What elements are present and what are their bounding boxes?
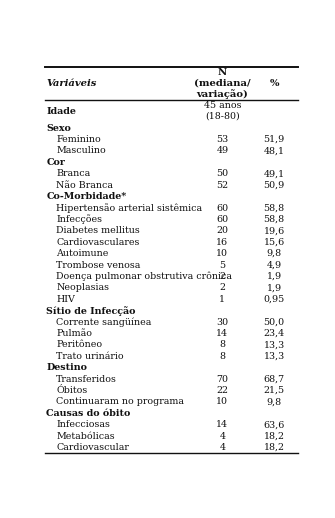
Text: 63,6: 63,6 xyxy=(264,420,285,429)
Text: 13,3: 13,3 xyxy=(264,352,285,361)
Text: Idade: Idade xyxy=(46,107,76,116)
Text: Cor: Cor xyxy=(46,158,65,167)
Text: 2: 2 xyxy=(219,272,225,281)
Text: 58,8: 58,8 xyxy=(264,215,285,224)
Text: 1: 1 xyxy=(219,295,225,304)
Text: 5: 5 xyxy=(219,261,225,269)
Text: 22: 22 xyxy=(216,386,228,395)
Text: Cardiovascular: Cardiovascular xyxy=(56,443,129,452)
Text: 16: 16 xyxy=(216,238,228,247)
Text: 18,2: 18,2 xyxy=(264,443,285,452)
Text: 4: 4 xyxy=(219,443,225,452)
Text: 15,6: 15,6 xyxy=(264,238,285,247)
Text: 14: 14 xyxy=(216,420,228,429)
Text: 58,8: 58,8 xyxy=(264,204,285,212)
Text: Cardiovasculares: Cardiovasculares xyxy=(56,238,140,247)
Text: 8: 8 xyxy=(219,352,225,361)
Text: 49,1: 49,1 xyxy=(264,169,285,178)
Text: 52: 52 xyxy=(216,181,228,190)
Text: Trombose venosa: Trombose venosa xyxy=(56,261,140,269)
Text: Óbitos: Óbitos xyxy=(56,386,87,395)
Text: Sítio de Infecção: Sítio de Infecção xyxy=(46,306,136,315)
Text: 0,95: 0,95 xyxy=(264,295,285,304)
Text: Hipertensão arterial sistêmica: Hipertensão arterial sistêmica xyxy=(56,203,202,213)
Text: 14: 14 xyxy=(216,329,228,338)
Text: 30: 30 xyxy=(216,318,228,326)
Text: 50,0: 50,0 xyxy=(264,318,285,326)
Text: 1,9: 1,9 xyxy=(267,272,282,281)
Text: 48,1: 48,1 xyxy=(264,147,285,155)
Text: 1,9: 1,9 xyxy=(267,283,282,292)
Text: Infecciosas: Infecciosas xyxy=(56,420,110,429)
Text: 10: 10 xyxy=(216,249,228,258)
Text: 50: 50 xyxy=(216,169,228,178)
Text: Sexo: Sexo xyxy=(46,124,71,133)
Text: 23,4: 23,4 xyxy=(264,329,285,338)
Text: Doença pulmonar obstrutiva crônica: Doença pulmonar obstrutiva crônica xyxy=(56,272,232,281)
Text: 60: 60 xyxy=(216,204,228,212)
Text: 70: 70 xyxy=(216,375,228,384)
Text: N
(mediana/
variação): N (mediana/ variação) xyxy=(194,68,251,99)
Text: 19,6: 19,6 xyxy=(264,226,285,235)
Text: Feminino: Feminino xyxy=(56,135,101,144)
Text: 60: 60 xyxy=(216,215,228,224)
Text: Neoplasias: Neoplasias xyxy=(56,283,109,292)
Text: 4: 4 xyxy=(219,431,225,441)
Text: Trato urinário: Trato urinário xyxy=(56,352,124,361)
Text: Infecções: Infecções xyxy=(56,214,102,224)
Text: Metabólicas: Metabólicas xyxy=(56,431,115,441)
Text: 49: 49 xyxy=(216,147,228,155)
Text: 45 anos
(18-80): 45 anos (18-80) xyxy=(204,101,241,121)
Text: 50,9: 50,9 xyxy=(264,181,285,190)
Text: Corrente sangüínea: Corrente sangüínea xyxy=(56,318,151,327)
Text: %: % xyxy=(269,79,279,88)
Text: Transferidos: Transferidos xyxy=(56,375,117,384)
Text: Autoimune: Autoimune xyxy=(56,249,109,258)
Text: 20: 20 xyxy=(216,226,228,235)
Text: Causas do óbito: Causas do óbito xyxy=(46,409,131,418)
Text: Diabetes mellitus: Diabetes mellitus xyxy=(56,226,140,235)
Text: Continuaram no programa: Continuaram no programa xyxy=(56,397,184,407)
Text: 51,9: 51,9 xyxy=(264,135,285,144)
Text: Não Branca: Não Branca xyxy=(56,181,113,190)
Text: 68,7: 68,7 xyxy=(264,375,285,384)
Text: 9,8: 9,8 xyxy=(267,397,282,407)
Text: 13,3: 13,3 xyxy=(264,340,285,350)
Text: HIV: HIV xyxy=(56,295,75,304)
Text: 4,9: 4,9 xyxy=(267,261,282,269)
Text: Co-Morbidade*: Co-Morbidade* xyxy=(46,192,127,201)
Text: Peritôneo: Peritôneo xyxy=(56,340,102,350)
Text: 8: 8 xyxy=(219,340,225,350)
Text: Pulmão: Pulmão xyxy=(56,329,92,338)
Text: 9,8: 9,8 xyxy=(267,249,282,258)
Text: 21,5: 21,5 xyxy=(264,386,285,395)
Text: 53: 53 xyxy=(216,135,228,144)
Text: 18,2: 18,2 xyxy=(264,431,285,441)
Text: 10: 10 xyxy=(216,397,228,407)
Text: Branca: Branca xyxy=(56,169,90,178)
Text: Masculino: Masculino xyxy=(56,147,106,155)
Text: 2: 2 xyxy=(219,283,225,292)
Text: Variáveis: Variáveis xyxy=(46,79,97,88)
Text: Destino: Destino xyxy=(46,363,87,372)
